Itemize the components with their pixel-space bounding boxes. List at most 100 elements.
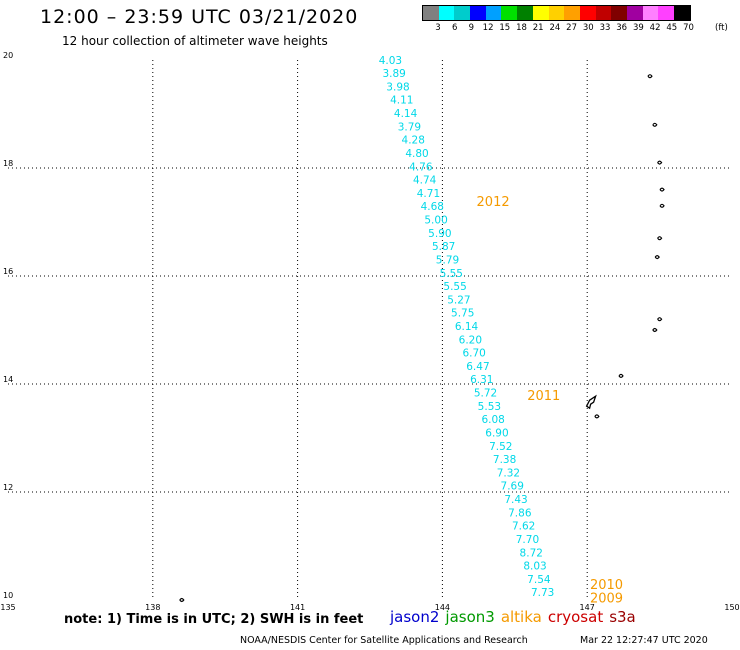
legend-swatch (658, 6, 674, 20)
wave-height-label: 7.32 (497, 467, 520, 479)
wave-height-label: 4.28 (402, 135, 425, 147)
legend-swatch (501, 6, 518, 20)
wave-height-label: 5.27 (447, 294, 470, 306)
lon-tick-label: 135 (0, 603, 15, 612)
legend-label: 30 (582, 23, 594, 33)
wave-height-label: 4.76 (409, 161, 433, 173)
legend-swatch (517, 6, 533, 20)
legend-swatch (579, 6, 596, 20)
satellite-jason2: jason2 (390, 608, 440, 626)
wave-height-label: 7.86 (508, 507, 532, 519)
island-outline (618, 373, 624, 378)
island-outline (594, 414, 600, 419)
lat-tick-label: 20 (3, 51, 13, 60)
wave-height-label: 5.55 (440, 268, 463, 280)
legend-label: 21 (532, 23, 544, 33)
legend-label: 42 (649, 23, 661, 33)
pass-year-label: 2009 (590, 592, 623, 607)
wave-height-label: 5.79 (436, 254, 459, 266)
wave-height-label: 4.71 (417, 188, 440, 200)
wave-height-label: 3.79 (398, 121, 421, 133)
legend-swatch (423, 6, 439, 20)
island-outline (179, 597, 185, 603)
pass-year-label: 2012 (477, 195, 510, 210)
legend-label: 45 (666, 23, 678, 33)
wave-height-label: 6.47 (466, 361, 489, 373)
wave-height-label: 5.72 (474, 388, 497, 400)
legend-swatch (548, 6, 565, 20)
island-outline (657, 317, 663, 322)
legend-labels: 3 6 9 12 15 18 21 24 27 30 33 36 39 42 45 70 (422, 21, 694, 33)
satellite-altika: altika (500, 608, 542, 626)
satellite-cryosat: cryosat (547, 608, 604, 626)
legend-label: 18 (516, 23, 527, 33)
wave-height-label: 4.80 (405, 148, 428, 160)
wave-height-label: 6.20 (459, 334, 482, 346)
lon-tick-label: 141 (290, 603, 305, 612)
wave-height-label: 5.75 (451, 308, 474, 320)
island-outline (657, 160, 663, 165)
legend-swatch (454, 6, 471, 20)
lon-tick-label: 138 (145, 603, 160, 612)
wave-height-label: 5.00 (424, 215, 447, 227)
satellite-s3a: s3a (609, 608, 636, 626)
color-legend: 3 6 9 12 15 18 21 24 27 30 33 36 39 42 45 70 (ft) (422, 5, 728, 33)
wave-height-label: 6.31 (470, 374, 493, 386)
wave-height-label: 5.53 (478, 401, 501, 413)
legend-label: 39 (632, 23, 644, 33)
wave-height-label: 7.70 (516, 534, 539, 546)
legend-swatch (626, 6, 643, 20)
legend-swatch (532, 6, 549, 20)
footer-timestamp: Mar 22 12:27:47 UTC 2020 (580, 635, 708, 646)
wave-height-label: 7.38 (493, 454, 516, 466)
wave-height-label: 3.89 (382, 68, 405, 80)
island-outline (652, 122, 658, 127)
wave-height-label: 6.14 (455, 321, 479, 333)
wave-height-label: 6.70 (462, 348, 485, 360)
legend-swatch (485, 6, 502, 20)
wave-height-label: 5.87 (432, 241, 455, 253)
wave-height-label: 4.68 (421, 201, 444, 213)
lat-tick-label: 16 (3, 267, 13, 276)
wave-height-label: 7.73 (531, 587, 554, 599)
wave-height-label: 7.69 (501, 481, 524, 493)
lon-tick-label: 147 (580, 603, 595, 612)
wave-height-label: 7.62 (512, 521, 535, 533)
pass-year-label: 2010 (590, 578, 623, 593)
legend-label: 6 (451, 23, 458, 33)
legend-label: 33 (599, 23, 611, 33)
legend-swatch (611, 6, 627, 20)
island-outline (647, 74, 653, 79)
legend-label: 3 (435, 23, 441, 33)
legend-color-bar (422, 5, 691, 21)
lat-tick-label: 12 (3, 483, 13, 492)
island-outline (657, 236, 663, 241)
legend-label: 15 (499, 23, 511, 33)
legend-swatch (438, 6, 455, 20)
island-outline (652, 327, 658, 333)
island-outline (654, 255, 660, 260)
legend-swatch (642, 6, 659, 20)
note-text: note: 1) Time is in UTC; 2) SWH is in fe… (64, 612, 364, 627)
legend-label: 36 (616, 23, 628, 33)
wave-height-label: 7.54 (527, 574, 551, 586)
wave-height-label: 7.43 (504, 494, 527, 506)
lat-tick-label: 14 (3, 375, 13, 384)
lon-tick-label: 144 (435, 603, 450, 612)
legend-label: 12 (482, 23, 494, 33)
island-outline (659, 187, 665, 192)
lat-tick-label: 18 (3, 159, 13, 168)
page-title: 12:00 – 23:59 UTC 03/21/2020 (40, 6, 359, 28)
satellite-legend: jason2 jason3 altika cryosat s3a (390, 608, 642, 626)
wave-height-label: 6.08 (481, 414, 504, 426)
wave-height-label: 5.90 (428, 228, 451, 240)
wave-height-label: 7.52 (489, 441, 512, 453)
legend-swatch (674, 6, 690, 20)
legend-swatch (564, 6, 580, 20)
wave-height-label: 4.03 (379, 55, 402, 67)
island-guam (585, 394, 597, 410)
wave-height-label: 6.90 (485, 427, 508, 439)
wave-height-label: 8.72 (520, 547, 543, 559)
legend-label: 70 (683, 23, 694, 33)
